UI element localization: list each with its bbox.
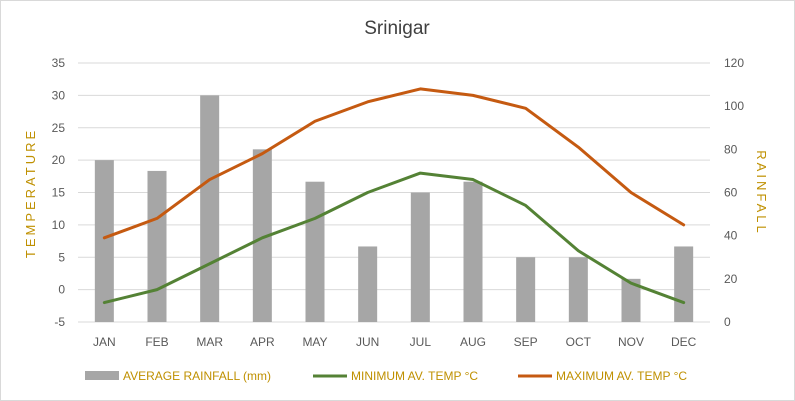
rainfall-bar [463, 181, 483, 322]
left-tick-label: 30 [52, 88, 66, 102]
right-tick-label: 120 [724, 56, 744, 70]
rainfall-bar [200, 95, 220, 322]
rainfall-bar [621, 278, 641, 322]
right-tick-label: 60 [724, 186, 738, 200]
x-tick-label: DEC [671, 335, 697, 349]
legend-label: AVERAGE RAINFALL (mm) [123, 369, 271, 383]
x-tick-label: MAY [302, 335, 327, 349]
rainfall-bar [410, 192, 430, 322]
left-axis-title: TEMPERATURE [23, 128, 38, 258]
legend-label: MAXIMUM AV. TEMP °C [556, 369, 687, 383]
legend-label: MINIMUM AV. TEMP °C [351, 369, 478, 383]
min-temp-line [102, 171, 686, 305]
left-tick-label: 15 [52, 186, 66, 200]
left-tick-label: 0 [58, 283, 65, 297]
gridlines [78, 62, 710, 323]
rainfall-bar [252, 149, 272, 322]
rainfall-bars [94, 95, 694, 322]
left-axis-ticks: -5 0 5 10 15 20 25 30 35 [52, 56, 66, 329]
x-tick-label: APR [250, 335, 275, 349]
right-tick-label: 100 [724, 99, 744, 113]
left-tick-label: 25 [52, 121, 66, 135]
legend-swatch-rainfall [85, 371, 119, 380]
x-tick-label: JUN [356, 335, 379, 349]
x-tick-label: MAR [196, 335, 223, 349]
x-tick-label: JUL [410, 335, 432, 349]
rainfall-bar [516, 257, 536, 322]
right-tick-label: 40 [724, 229, 738, 243]
left-tick-label: -5 [54, 315, 65, 329]
chart-title: Srinigar [364, 18, 430, 39]
x-tick-label: AUG [460, 335, 486, 349]
temperature-lines [102, 87, 686, 305]
right-tick-label: 0 [724, 315, 731, 329]
legend: AVERAGE RAINFALL (mm) MINIMUM AV. TEMP °C… [85, 369, 687, 383]
right-tick-label: 80 [724, 142, 738, 156]
rainfall-bar [674, 246, 694, 322]
left-tick-label: 35 [52, 56, 66, 70]
x-axis-ticks: JAN FEB MAR APR MAY JUN JUL AUG SEP OCT NOV DEC [93, 335, 697, 349]
rainfall-bar [94, 160, 114, 322]
x-tick-label: OCT [566, 335, 592, 349]
rainfall-bar [305, 181, 325, 322]
x-tick-label: NOV [618, 335, 644, 349]
x-tick-label: FEB [145, 335, 168, 349]
max-temp-line [102, 87, 686, 240]
x-tick-label: JAN [93, 335, 116, 349]
rainfall-bar [147, 170, 167, 322]
right-tick-label: 20 [724, 272, 738, 286]
right-axis-title: RAINFALL [754, 150, 769, 235]
rainfall-bar [568, 257, 588, 322]
right-axis-ticks: 0 20 40 60 80 100 120 [724, 56, 744, 329]
left-tick-label: 20 [52, 153, 66, 167]
rainfall-bar [358, 246, 378, 322]
x-tick-label: SEP [514, 335, 538, 349]
left-tick-label: 10 [52, 218, 66, 232]
left-tick-label: 5 [58, 250, 65, 264]
